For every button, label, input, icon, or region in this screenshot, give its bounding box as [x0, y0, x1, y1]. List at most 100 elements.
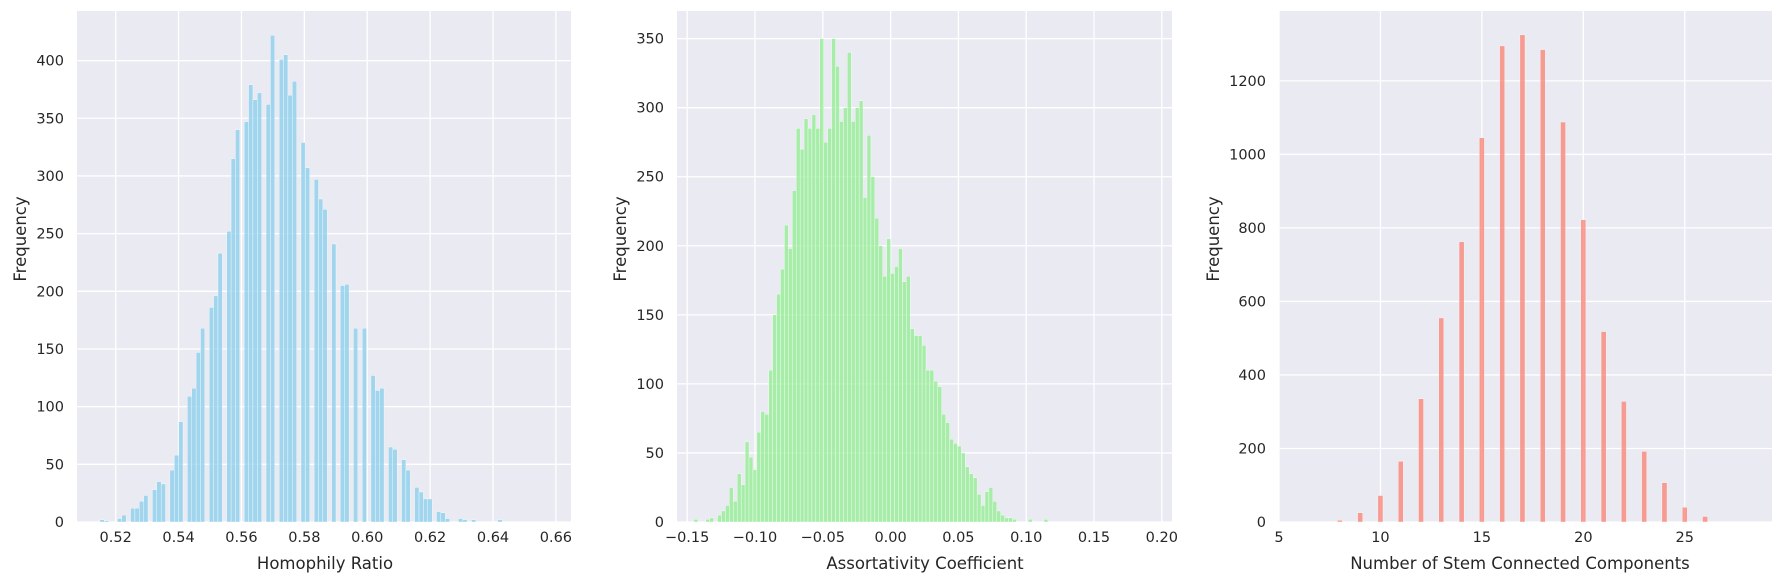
histogram-bar: [313, 179, 319, 523]
histogram-bar: [1043, 519, 1049, 523]
histogram-bar: [886, 238, 891, 523]
histogram-bar: [1600, 331, 1607, 523]
histogram-bar: [725, 505, 730, 523]
y-axis-label: Frequency: [11, 196, 30, 281]
histogram-bar: [914, 335, 919, 523]
x-tick-label: 0.56: [225, 530, 257, 546]
plot-area: [1279, 11, 1772, 522]
histogram-bar: [760, 411, 765, 523]
x-axis-label: Number of Stem Connected Components: [1350, 554, 1690, 573]
histogram-bar: [213, 295, 219, 523]
y-tick-label: 350: [636, 32, 664, 48]
y-tick-label: 1000: [1229, 147, 1266, 163]
histogram-bar: [1438, 317, 1445, 523]
x-tick-label: 0.05: [942, 530, 974, 546]
histogram-bar: [1621, 401, 1627, 523]
histogram-bar: [898, 248, 903, 523]
histogram-bar: [121, 514, 127, 523]
histogram-bar: [799, 148, 805, 523]
histogram-bar: [353, 328, 359, 523]
histogram-bar: [440, 512, 446, 523]
histogram-bar: [414, 487, 420, 523]
histogram-bar: [248, 84, 254, 523]
x-tick-label: −0.15: [665, 530, 709, 546]
histogram-bar: [945, 422, 950, 523]
x-tick-label: 0.10: [1010, 530, 1042, 546]
histogram-bar: [235, 129, 240, 523]
histogram-bar: [187, 396, 192, 523]
histogram-bar: [733, 501, 738, 523]
histogram-bar: [925, 369, 931, 523]
histogram-bar: [331, 243, 337, 523]
y-tick-label: 400: [36, 54, 64, 70]
histogram-bar: [996, 510, 1001, 523]
histogram-bar: [1560, 121, 1566, 523]
histogram-bar: [835, 66, 840, 523]
histogram-bar: [340, 285, 345, 523]
histogram-bar: [693, 519, 699, 523]
histogram-bar: [318, 198, 324, 523]
histogram-bar: [933, 380, 938, 523]
histogram-bar: [705, 519, 710, 523]
histogram-bar: [497, 519, 503, 523]
histogram-bar: [139, 501, 144, 523]
histogram-bar: [104, 520, 109, 523]
y-tick-label: 200: [36, 284, 64, 300]
histogram-bar: [807, 128, 813, 523]
histogram-bar: [278, 59, 284, 523]
histogram-bar: [174, 454, 179, 523]
histogram-bar: [392, 449, 398, 523]
histogram-bar: [1357, 512, 1363, 523]
x-tick-label: 0.54: [162, 530, 194, 546]
histogram-bar: [917, 335, 923, 523]
histogram-bar: [287, 95, 293, 523]
y-tick-label: 50: [646, 446, 664, 462]
histogram-bar: [200, 328, 206, 523]
y-tick-label: 200: [1238, 441, 1266, 457]
histogram-bar: [780, 269, 785, 523]
histogram-bar: [855, 107, 860, 523]
histogram-bar: [1028, 519, 1033, 523]
histogram-bar: [1479, 137, 1485, 523]
histogram-bar: [471, 519, 477, 523]
y-tick-label: 300: [36, 169, 64, 185]
histogram-bar: [969, 473, 974, 523]
histogram-bar: [910, 328, 915, 523]
histogram-bar: [1499, 45, 1505, 523]
histogram-bar: [941, 414, 946, 523]
histogram-bar: [270, 35, 275, 523]
histogram-bar: [776, 293, 781, 523]
histogram-bar: [117, 518, 122, 523]
y-tick-label: 250: [636, 170, 664, 186]
histogram-bar: [300, 142, 306, 523]
panel-components-histogram: Number of Stem Connected Components Freq…: [1204, 11, 1772, 573]
histogram-bar: [375, 390, 380, 523]
histogram-bars: [1337, 34, 1708, 523]
histogram-bar: [953, 443, 958, 523]
histogram-bar: [230, 158, 236, 523]
histogram-bar: [178, 421, 184, 523]
histogram-bar: [1337, 519, 1343, 523]
histogram-bar: [862, 197, 868, 523]
y-tick-label: 50: [46, 457, 64, 473]
histogram-bar: [906, 275, 911, 523]
histogram-bar: [195, 352, 201, 523]
histogram-bar: [729, 487, 734, 523]
histogram-bar: [1661, 482, 1668, 523]
histogram-bar: [134, 507, 140, 523]
histogram-bar: [866, 135, 872, 523]
histogram-bar: [130, 507, 136, 523]
histogram-bar: [1540, 49, 1546, 523]
histogram-bar: [831, 38, 836, 523]
histogram-bar: [401, 459, 407, 523]
panel-homophily-histogram: Homophily Ratio Frequency 0 50 100 150 200 25…: [11, 11, 572, 573]
histogram-bar: [388, 446, 393, 523]
histogram-bar: [370, 375, 376, 523]
x-tick-label: 5: [1274, 530, 1283, 546]
histogram-bars: [693, 38, 1049, 523]
histogram-bar: [858, 100, 864, 523]
histogram-bar: [226, 231, 232, 523]
histogram-bar: [462, 519, 468, 523]
x-tick-label: 0.60: [351, 530, 383, 546]
histogram-bar: [458, 518, 463, 523]
